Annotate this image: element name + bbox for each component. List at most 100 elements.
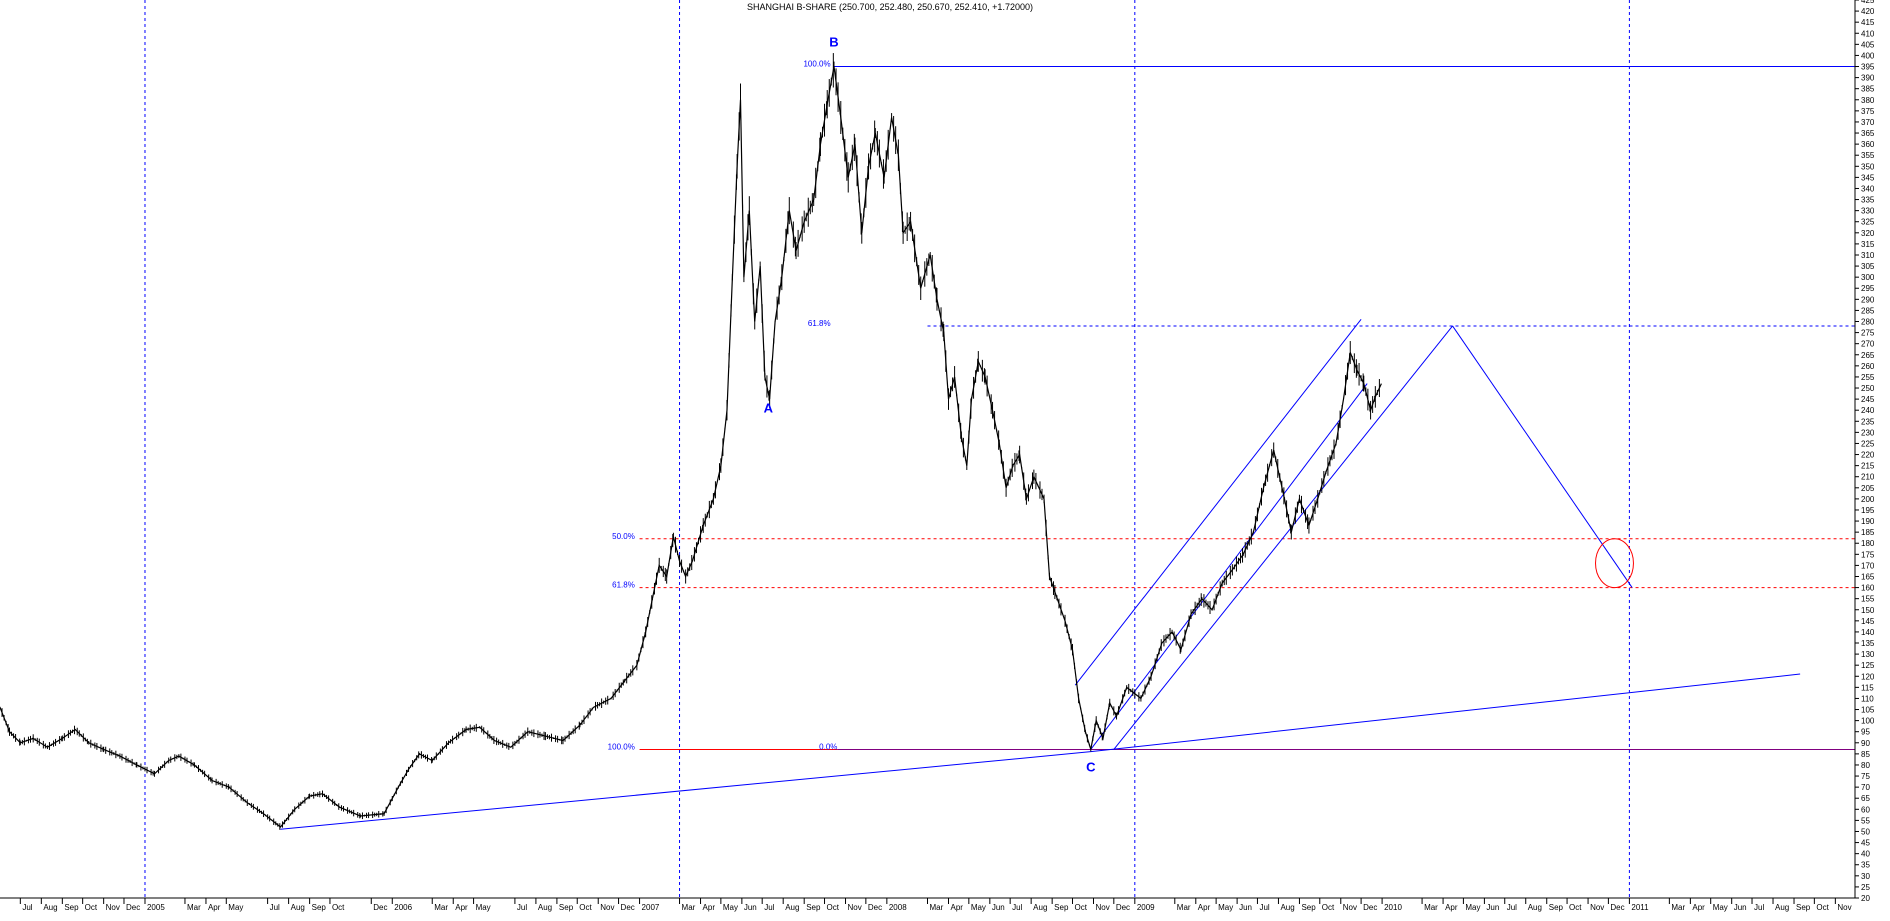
y-tick-label: 270 (1861, 340, 1875, 349)
x-tick-label: Sep (1796, 903, 1811, 912)
y-tick-label: 60 (1861, 805, 1870, 814)
x-tick-label: 2006 (394, 903, 412, 912)
x-tick-label: 2010 (1384, 903, 1402, 912)
x-tick-label: Aug (1033, 903, 1047, 912)
x-tick-label: May (1465, 903, 1480, 912)
y-tick-label: 150 (1861, 606, 1875, 615)
x-tick-label: Jun (1486, 903, 1499, 912)
y-tick-label: 130 (1861, 650, 1875, 659)
y-tick-label: 295 (1861, 284, 1875, 293)
x-tick-label: Oct (1816, 903, 1829, 912)
x-tick-label: Oct (85, 903, 98, 912)
x-tick-label: Oct (332, 903, 345, 912)
y-tick-label: 80 (1861, 761, 1870, 770)
x-tick-label: May (228, 903, 243, 912)
x-tick-label: Sep (312, 903, 327, 912)
y-tick-label: 165 (1861, 572, 1875, 581)
y-tick-label: 310 (1861, 251, 1875, 260)
y-tick-label: 395 (1861, 63, 1875, 72)
x-tick-label: Dec (1363, 903, 1377, 912)
y-tick-label: 20 (1861, 894, 1870, 903)
y-tick-label: 390 (1861, 74, 1875, 83)
x-tick-label: Sep (1549, 903, 1564, 912)
y-tick-label: 255 (1861, 373, 1875, 382)
y-tick-label: 110 (1861, 694, 1874, 703)
y-tick-label: 95 (1861, 728, 1870, 737)
trend-line (1074, 318, 1362, 686)
y-tick-label: 415 (1861, 18, 1875, 27)
y-tick-label: 220 (1861, 451, 1875, 460)
y-tick-label: 290 (1861, 295, 1875, 304)
y-tick-label: 385 (1861, 85, 1875, 94)
x-tick-label: Apr (208, 903, 221, 912)
x-tick-label: Sep (559, 903, 574, 912)
x-tick-label: Sep (1301, 903, 1316, 912)
y-tick-label: 70 (1861, 783, 1870, 792)
fib-percent-label: 100.0% (608, 742, 635, 751)
y-tick-label: 345 (1861, 173, 1875, 182)
price-line (0, 66, 1382, 828)
fib-percent-label: 61.8% (612, 581, 635, 590)
x-tick-label: Nov (600, 903, 614, 912)
x-tick-label: Mar (1671, 903, 1685, 912)
y-tick-label: 90 (1861, 739, 1870, 748)
chart-title: SHANGHAI B-SHARE (250.700, 252.480, 250.… (747, 2, 1033, 12)
y-tick-label: 190 (1861, 517, 1875, 526)
x-tick-label: Mar (1177, 903, 1191, 912)
wave-label: C (1086, 760, 1096, 775)
y-tick-label: 240 (1861, 406, 1875, 415)
y-tick-label: 305 (1861, 262, 1875, 271)
x-tick-label: Mar (1424, 903, 1438, 912)
y-tick-label: 75 (1861, 772, 1870, 781)
x-tick-label: Dec (868, 903, 882, 912)
y-tick-label: 205 (1861, 484, 1875, 493)
x-tick-label: 2007 (642, 903, 660, 912)
y-tick-label: 265 (1861, 351, 1875, 360)
x-tick-label: Aug (538, 903, 552, 912)
trend-line (1452, 325, 1633, 588)
x-tick-label: Jul (1012, 903, 1022, 912)
trend-line (1090, 383, 1368, 750)
x-tick-label: Oct (579, 903, 592, 912)
y-tick-label: 145 (1861, 617, 1875, 626)
y-tick-label: 100 (1861, 717, 1875, 726)
y-tick-label: 350 (1861, 162, 1875, 171)
x-tick-label: Dec (1610, 903, 1624, 912)
y-tick-label: 405 (1861, 40, 1875, 49)
y-tick-label: 65 (1861, 794, 1870, 803)
y-tick-label: 215 (1861, 462, 1875, 471)
wave-label: B (829, 35, 838, 50)
x-tick-label: Jun (744, 903, 757, 912)
y-tick-label: 370 (1861, 118, 1875, 127)
y-tick-label: 170 (1861, 561, 1875, 570)
y-tick-label: 45 (1861, 839, 1870, 848)
x-tick-label: May (971, 903, 986, 912)
x-tick-label: May (476, 903, 491, 912)
y-tick-label: 375 (1861, 107, 1875, 116)
x-tick-label: May (723, 903, 738, 912)
y-tick-label: 160 (1861, 584, 1875, 593)
trend-line (280, 751, 1091, 830)
x-tick-label: Jul (22, 903, 32, 912)
y-tick-label: 285 (1861, 306, 1875, 315)
x-tick-label: 2008 (889, 903, 907, 912)
y-tick-label: 185 (1861, 528, 1875, 537)
y-tick-label: 355 (1861, 151, 1875, 160)
x-tick-label: Aug (1775, 903, 1789, 912)
fib-percent-label: 100.0% (803, 60, 830, 69)
y-tick-label: 380 (1861, 96, 1875, 105)
trend-line (1090, 673, 1801, 753)
fib-percent-label: 50.0% (612, 532, 635, 541)
x-tick-label: 2005 (147, 903, 165, 912)
y-tick-label: 320 (1861, 229, 1875, 238)
y-tick-label: 40 (1861, 850, 1870, 859)
y-tick-label: 360 (1861, 140, 1875, 149)
y-tick-label: 140 (1861, 628, 1875, 637)
y-tick-label: 340 (1861, 184, 1875, 193)
x-tick-label: Apr (1692, 903, 1705, 912)
y-tick-label: 335 (1861, 196, 1875, 205)
y-tick-label: 210 (1861, 473, 1875, 482)
x-tick-label: Apr (455, 903, 468, 912)
